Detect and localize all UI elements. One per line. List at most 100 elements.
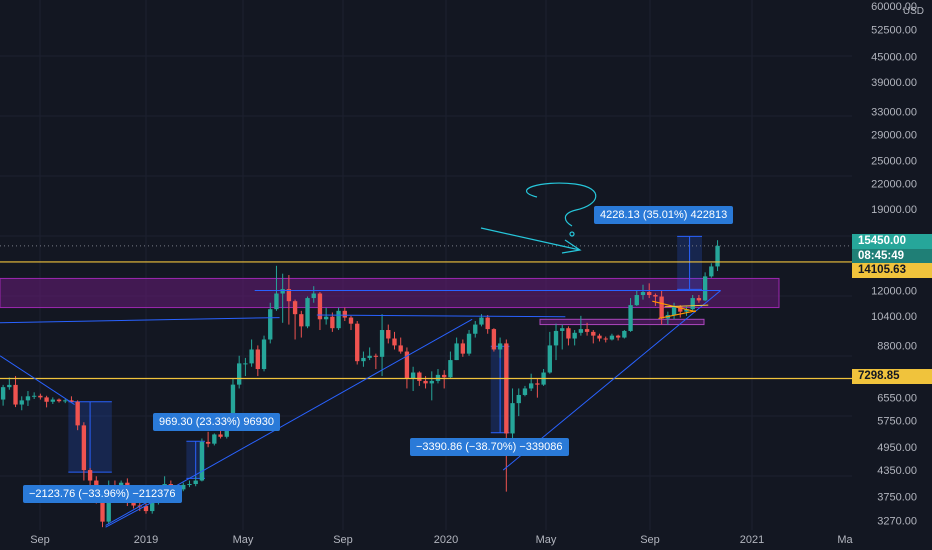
candle-body [361, 357, 366, 362]
candle-body [373, 355, 379, 357]
candle-body [473, 324, 478, 334]
annotation-layer [0, 182, 852, 528]
time-tick-label: 2019 [134, 534, 158, 546]
candle-body [38, 395, 43, 398]
price-tick-label: 4950.00 [877, 442, 917, 454]
candle-body [143, 506, 149, 512]
price-tick-label: 22000.00 [871, 178, 917, 190]
candle-body [81, 425, 87, 471]
candle-body [367, 355, 372, 358]
time-tick-label: Sep [640, 534, 660, 546]
time-tick-label: May [536, 534, 557, 546]
candle-body [330, 316, 335, 329]
candle-body [311, 293, 316, 299]
price-tick-label: 33000.00 [871, 107, 917, 119]
candle-body [560, 328, 565, 331]
candle-body [671, 306, 677, 316]
candle-body [609, 335, 615, 340]
candle-body [417, 372, 422, 381]
measure-label-spring-2019[interactable]: 969.30 (23.33%) 96930 [153, 413, 280, 431]
candle-body [404, 351, 410, 379]
candle-body [535, 383, 540, 385]
price-tick-label: 45000.00 [871, 52, 917, 64]
candle-body [429, 380, 434, 384]
question-mark [526, 182, 597, 227]
candle-body [237, 363, 242, 385]
price-tick-label: 52500.00 [871, 24, 917, 36]
time-tick-label: Ma [837, 534, 853, 546]
candle-body [187, 484, 192, 486]
measure-label-late-2018[interactable]: −2123.76 (−33.96%) −212376 [23, 485, 182, 503]
candle-body [292, 301, 298, 315]
candle-body [87, 470, 93, 481]
triangle-lower [658, 310, 696, 320]
drawing-layer [0, 235, 780, 479]
candle-body [31, 395, 37, 397]
price-tick-label: 6550.00 [877, 393, 917, 405]
candle-body [355, 323, 360, 362]
price-tick-label: 39000.00 [871, 77, 917, 89]
price-tick-label: 4350.00 [877, 465, 917, 477]
candle-body [199, 441, 205, 481]
candle-body [342, 310, 347, 318]
candle-body [13, 384, 18, 405]
time-tick-label: Sep [333, 534, 353, 546]
candle-body [50, 399, 55, 402]
candle-body [628, 305, 633, 331]
candle-body [299, 314, 304, 327]
candle-body [479, 317, 484, 325]
currency-label: USD [902, 6, 924, 17]
time-tick-label: 2020 [434, 534, 458, 546]
candle-body [597, 335, 602, 339]
candle-body [442, 374, 447, 378]
price-tick-label: 25000.00 [871, 156, 917, 168]
candle-body [485, 317, 490, 330]
price-tick-label: 60000.00 [871, 1, 917, 13]
candle-body [578, 329, 584, 333]
candle-body [659, 296, 664, 319]
price-tick-label: 10400.00 [871, 311, 917, 323]
candle-body [653, 295, 658, 297]
candle-body [274, 293, 279, 310]
candle-body [516, 394, 521, 404]
question-mark-dot [569, 231, 575, 237]
candle-body [398, 345, 403, 352]
measure-label-march-2020[interactable]: −3390.86 (−38.70%) −339086 [410, 438, 569, 456]
candle-body [286, 289, 292, 302]
candle-body [131, 502, 136, 506]
price-tick-label: 3270.00 [877, 516, 917, 528]
candle-body [44, 397, 49, 402]
candle-body [634, 295, 639, 306]
price-tick-label: 3750.00 [877, 491, 917, 503]
triangle-mid [664, 304, 709, 308]
candle-body [261, 339, 267, 370]
level-high-tag: 14105.63 [852, 263, 932, 278]
candle-body [63, 400, 68, 402]
candle-body [410, 372, 416, 379]
candle-body [386, 330, 391, 339]
candle-body [218, 434, 223, 437]
candle-body [572, 332, 577, 339]
candle-body [249, 349, 254, 364]
candle-body [336, 310, 341, 329]
candle-body [150, 501, 155, 512]
candle-body [25, 396, 31, 401]
measure-label-breakout[interactable]: 4228.13 (35.01%) 422813 [594, 206, 734, 224]
price-tick-label: 8800.00 [877, 340, 917, 352]
candle-body [640, 292, 646, 296]
candle-body [19, 400, 24, 405]
time-tick-label: 2021 [740, 534, 764, 546]
candle-body [255, 349, 260, 370]
candle-body [690, 298, 695, 310]
candle-body [510, 403, 515, 434]
candle-body [696, 298, 702, 301]
time-axis[interactable]: Sep 2019 May Sep 2020 May Sep 2021 Ma [30, 534, 853, 546]
candle-body [280, 289, 285, 294]
candle-body [709, 266, 714, 277]
candle-body [448, 360, 453, 378]
candle-body [243, 363, 248, 365]
candle-body [497, 343, 503, 350]
candle-body [460, 343, 466, 354]
candle-body [69, 400, 74, 402]
